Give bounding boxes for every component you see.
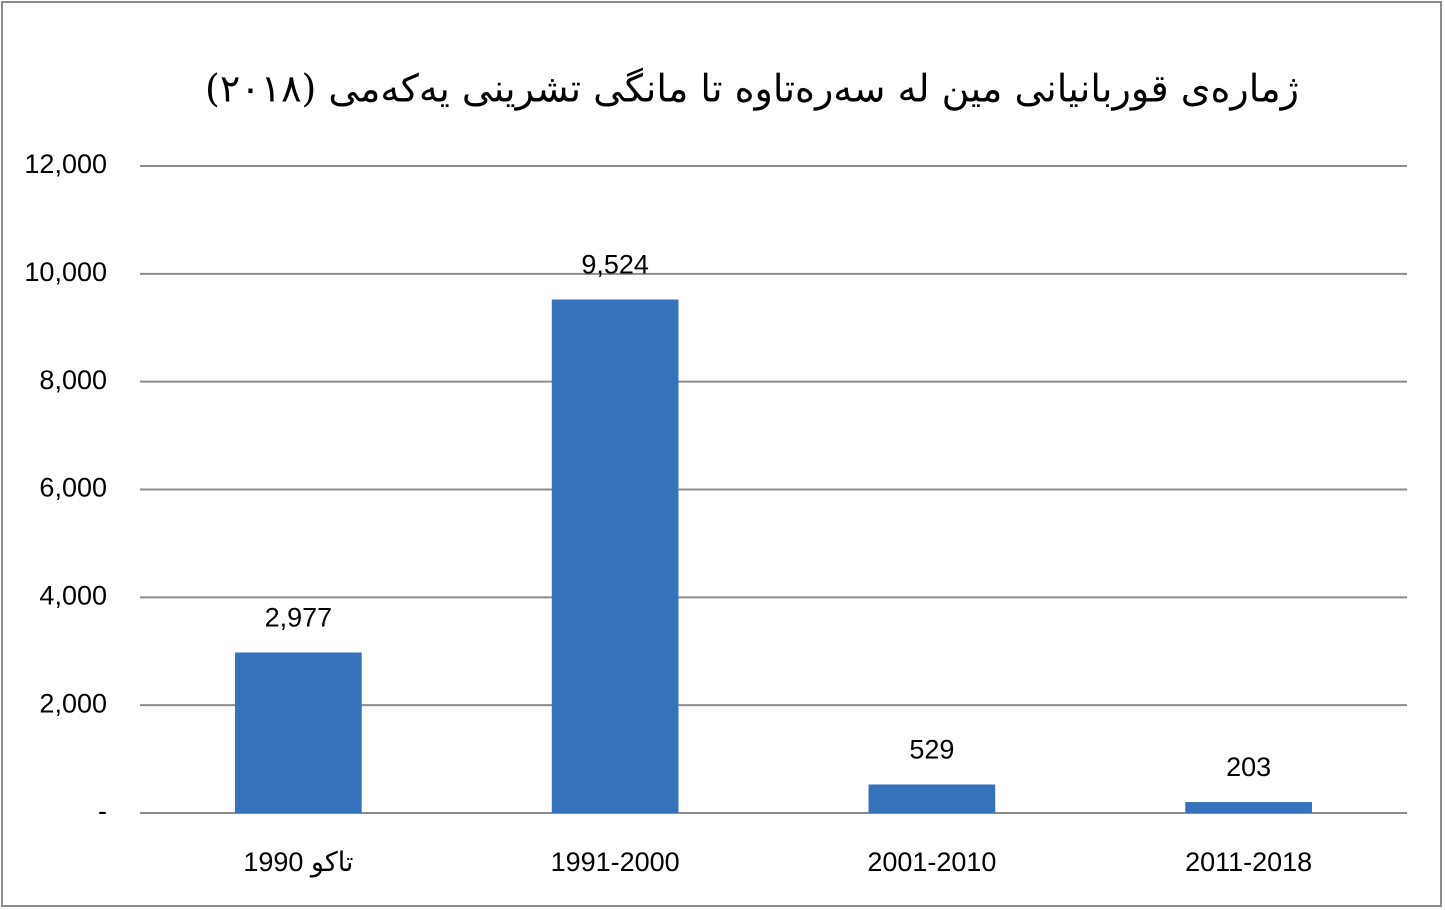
y-tick-label: 8,000	[39, 365, 107, 395]
data-label: 529	[909, 735, 954, 765]
y-tick-label: 2,000	[39, 688, 107, 718]
y-tick-label: 6,000	[39, 473, 107, 503]
data-label: 203	[1226, 752, 1271, 782]
y-tick-label: 4,000	[39, 580, 107, 610]
bar	[868, 784, 996, 813]
data-label: 2,977	[265, 603, 333, 633]
bar	[235, 652, 362, 813]
x-tick-label: 2011-2018	[1185, 847, 1312, 877]
y-tick-label: -	[98, 796, 107, 826]
x-tick-label: 1991-2000	[551, 847, 680, 877]
chart-title: ژمارەی قوربانیانی مین لە سەرەتاوە تا مان…	[205, 67, 1299, 112]
data-label: 9,524	[581, 250, 649, 280]
x-tick-label: 1990 تاکو	[243, 847, 353, 878]
bar	[1185, 802, 1312, 813]
x-tick-label: 2001-2010	[867, 847, 996, 877]
bar	[551, 299, 679, 813]
y-tick-label: 12,000	[24, 149, 107, 179]
y-tick-label: 10,000	[24, 257, 107, 287]
